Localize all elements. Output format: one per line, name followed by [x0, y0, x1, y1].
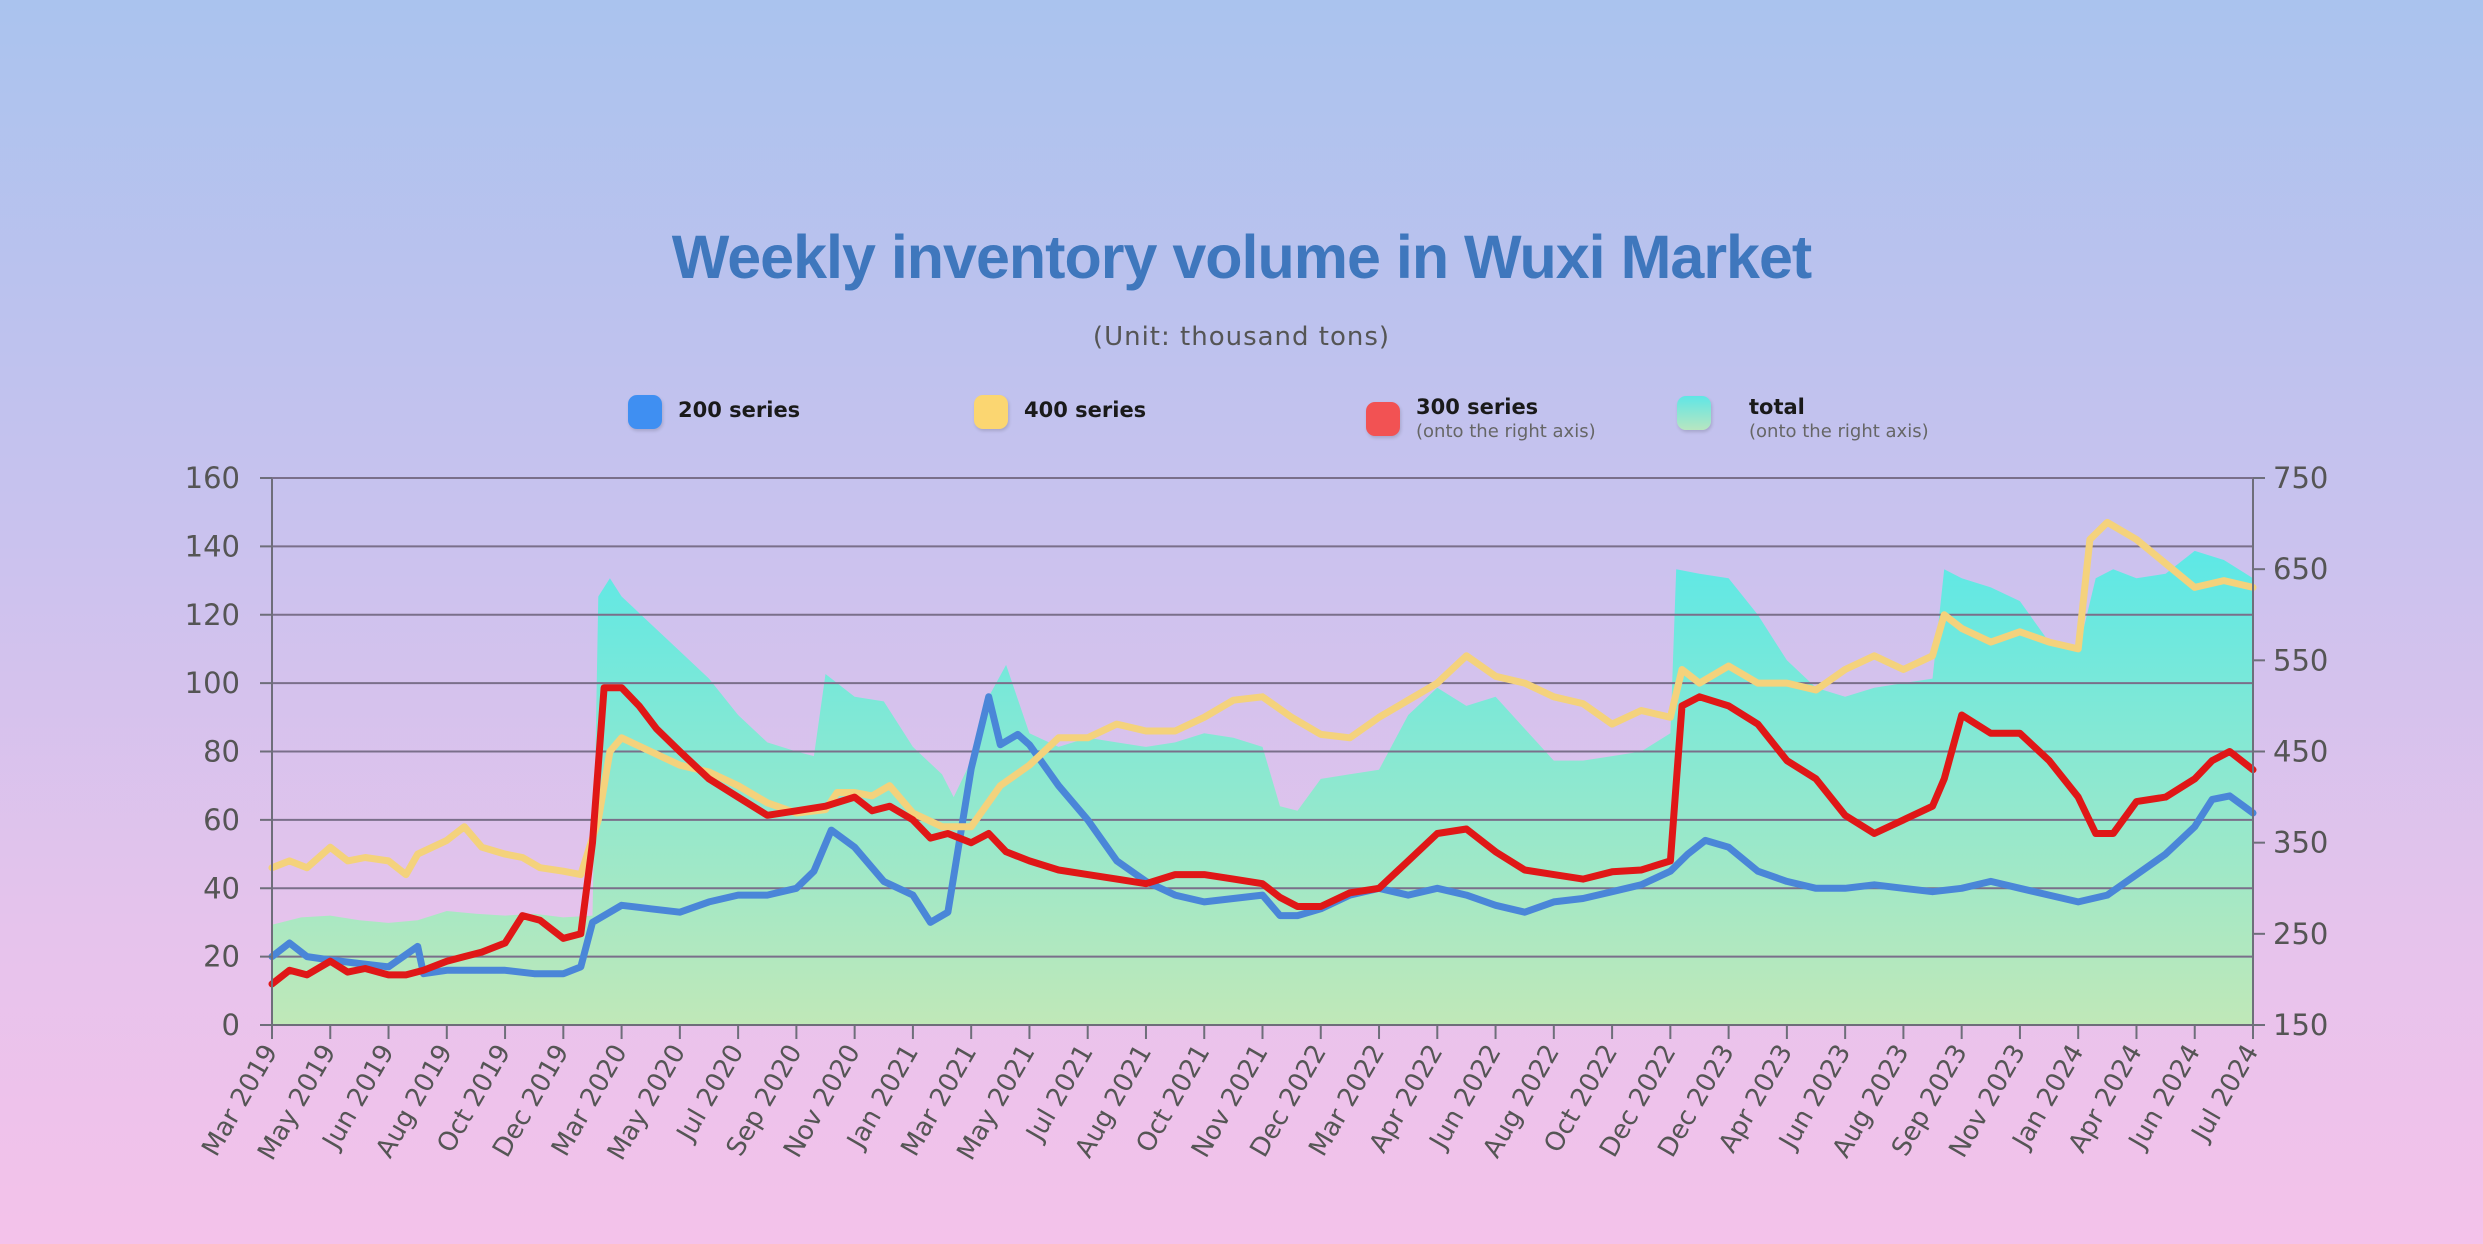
left-tick-label: 40 [203, 871, 240, 905]
legend-item-200-series[interactable]: 200 series [628, 395, 800, 429]
legend-swatch-300-series [1366, 402, 1400, 436]
legend-item-400-series[interactable]: 400 series [974, 395, 1146, 429]
left-tick-label: 0 [222, 1008, 240, 1042]
legend-label-total: total [1749, 395, 1805, 419]
right-tick-label: 250 [2273, 917, 2328, 951]
left-tick-label: 160 [185, 461, 240, 495]
left-tick-label: 120 [185, 598, 240, 632]
legend-swatch-400-series [974, 395, 1008, 429]
legend-swatch-200-series [628, 395, 662, 429]
series-line-200-series [268, 693, 2257, 978]
legend-sub-300-series: (onto the right axis) [1416, 421, 1596, 442]
chart-subtitle: (Unit: thousand tons) [1092, 322, 1391, 352]
right-tick-label: 150 [2273, 1008, 2328, 1042]
left-tick-label: 20 [203, 940, 240, 974]
legend-item-300-series[interactable]: 300 series (onto the right axis) [1366, 392, 1596, 442]
left-tick-label: 140 [185, 529, 240, 563]
left-tick-label: 80 [203, 735, 240, 769]
right-tick-label: 450 [2273, 735, 2328, 769]
right-tick-label: 550 [2273, 643, 2328, 677]
right-tick-label: 650 [2273, 552, 2328, 586]
left-tick-label: 100 [185, 666, 240, 700]
series-area-total [272, 550, 2253, 1025]
left-tick-label: 60 [203, 803, 240, 837]
legend-label-300-series: 300 series [1416, 395, 1539, 419]
legend-sub-total: (onto the right axis) [1749, 421, 1929, 442]
right-tick-label: 350 [2273, 826, 2328, 860]
chart-title: Weekly inventory volume in Wuxi Market [671, 223, 1812, 291]
series-line-300-series [268, 684, 2257, 988]
legend-label-200-series: 200 series [678, 398, 801, 422]
legend-swatch-total [1677, 396, 1711, 430]
series-line-400-series [268, 518, 2257, 879]
legend-label-400-series: 400 series [1024, 398, 1147, 422]
legend-item-total[interactable]: total (onto the right axis) [1677, 392, 1929, 442]
right-tick-label: 750 [2273, 461, 2328, 495]
